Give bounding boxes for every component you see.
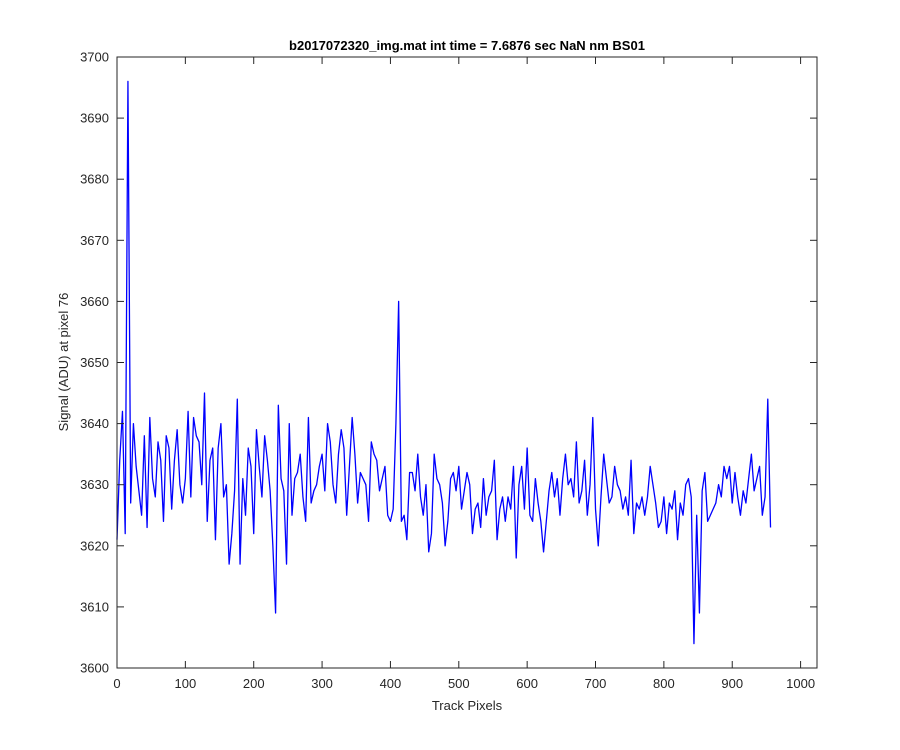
data-layer	[116, 80, 772, 645]
y-tick-label: 3620	[80, 538, 109, 553]
y-axis: 3600 3610 3620 3630 3640 3650 3660 3670 3680 3690…	[80, 50, 817, 676]
x-tick-label: 800	[653, 676, 675, 691]
y-tick-label: 3690	[80, 111, 109, 126]
x-tick-label: 300	[311, 676, 333, 691]
y-tick-label: 3660	[80, 294, 109, 309]
chart-title: b2017072320_img.mat int time = 7.6876 se…	[289, 38, 645, 53]
x-tick-label: 1000	[786, 676, 815, 691]
y-axis-label: Signal (ADU) at pixel 76	[56, 293, 71, 432]
x-tick-label: 500	[448, 676, 470, 691]
y-tick-label: 3640	[80, 416, 109, 431]
y-tick-label: 3600	[80, 661, 109, 676]
x-tick-label: 600	[516, 676, 538, 691]
plot-area	[117, 57, 817, 668]
y-tick-label: 3610	[80, 599, 109, 614]
x-tick-label: 0	[113, 676, 120, 691]
y-tick-label: 3630	[80, 477, 109, 492]
x-axis-label: Track Pixels	[432, 698, 503, 713]
series-line-0	[116, 80, 772, 645]
x-axis: 0 100 200 300 400 500 600 700 800 900 1000	[113, 57, 815, 691]
y-tick-label: 3650	[80, 355, 109, 370]
x-tick-label: 200	[243, 676, 265, 691]
x-tick-label: 100	[175, 676, 197, 691]
y-tick-label: 3700	[80, 50, 109, 65]
x-tick-label: 900	[721, 676, 743, 691]
x-tick-label: 400	[380, 676, 402, 691]
x-tick-label: 700	[585, 676, 607, 691]
y-tick-label: 3670	[80, 233, 109, 248]
y-tick-label: 3680	[80, 172, 109, 187]
